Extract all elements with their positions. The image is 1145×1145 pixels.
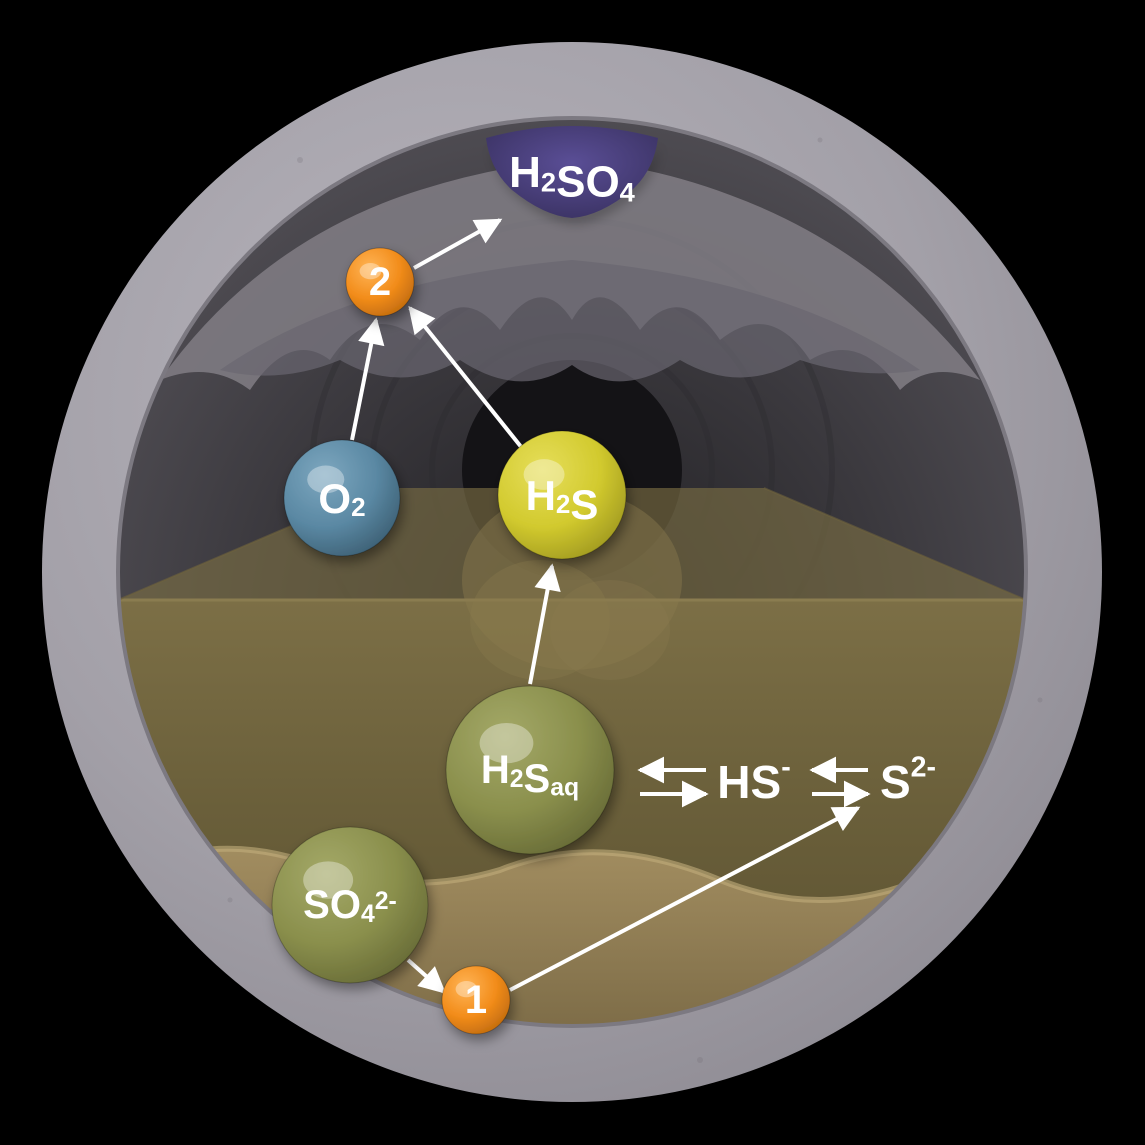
node-step1-label: 1 [465,978,487,1022]
node-o2: O2 [284,440,400,556]
node-h2saq: H2Saq [446,686,614,854]
node-step2: 2 [346,248,414,316]
node-step2-label: 2 [369,260,391,304]
node-step1: 1 [442,966,510,1034]
node-h2s: H2S [498,431,626,559]
node-so4: SO42- [272,827,428,983]
label-hs: HS- [717,751,790,808]
sulfur-cycle-diagram: O2H2SH2SaqSO42-12 H2SO4HS-S2- [0,0,1145,1145]
